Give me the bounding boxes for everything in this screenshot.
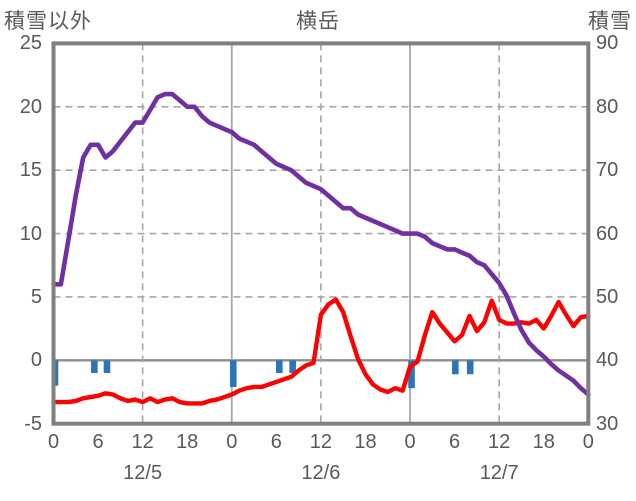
right-axis-tick: 50 [596, 285, 619, 308]
precip-bar [408, 360, 415, 389]
right-axis-tick: 80 [596, 95, 619, 118]
x-axis-hour-tick: 18 [176, 431, 199, 453]
right-axis-tick: 40 [596, 349, 619, 372]
x-axis-hour-tick: 0 [582, 431, 594, 453]
snow-depth-line [51, 91, 591, 397]
x-axis-date-label: 12/6 [301, 462, 341, 484]
precip-bar [452, 360, 459, 375]
left-axis-tick: 10 [19, 222, 42, 245]
left-axis-tick: 25 [19, 32, 42, 55]
chart-title: 横岳 [296, 10, 340, 33]
x-axis-hour-tick: 12 [131, 431, 154, 453]
left-axis-tick: 20 [19, 95, 42, 118]
x-axis-hour-tick: 6 [270, 431, 282, 453]
x-axis-hour-tick: 0 [404, 431, 416, 453]
precip-bar [466, 360, 474, 375]
precip-bar [229, 360, 237, 387]
precip-bar [276, 360, 283, 373]
x-axis-hour-tick: 18 [532, 431, 555, 453]
temperature-line [51, 297, 591, 406]
left-axis-title: 積雪以外 [4, 10, 92, 33]
plot-border [51, 41, 591, 426]
x-axis-hour-tick: 12 [309, 431, 333, 453]
x-axis-date-label: 12/7 [479, 462, 519, 484]
precip-bar [91, 360, 98, 373]
right-axis-tick: 70 [596, 159, 619, 182]
right-axis-tick: 30 [596, 412, 619, 435]
x-axis-date-label: 12/5 [123, 462, 163, 484]
x-axis-hour-tick: 18 [354, 431, 377, 453]
right-axis-tick: 90 [596, 32, 619, 55]
left-axis-tick: 15 [19, 159, 42, 182]
x-axis-hour-tick: 6 [449, 431, 461, 453]
right-axis-title: 積雪 [588, 10, 632, 33]
right-axis-tick: 60 [596, 222, 619, 245]
x-axis-hour-tick: 12 [488, 431, 511, 453]
left-axis-tick: -5 [24, 412, 42, 435]
x-axis-hour-tick: 0 [47, 431, 60, 453]
left-axis-tick: 5 [30, 285, 42, 308]
left-axis-tick: 0 [30, 349, 42, 372]
x-axis-hour-tick: 0 [226, 431, 238, 453]
precip-bar [103, 360, 111, 373]
precip-bar [289, 360, 296, 373]
x-axis-hour-tick: 6 [92, 431, 104, 453]
